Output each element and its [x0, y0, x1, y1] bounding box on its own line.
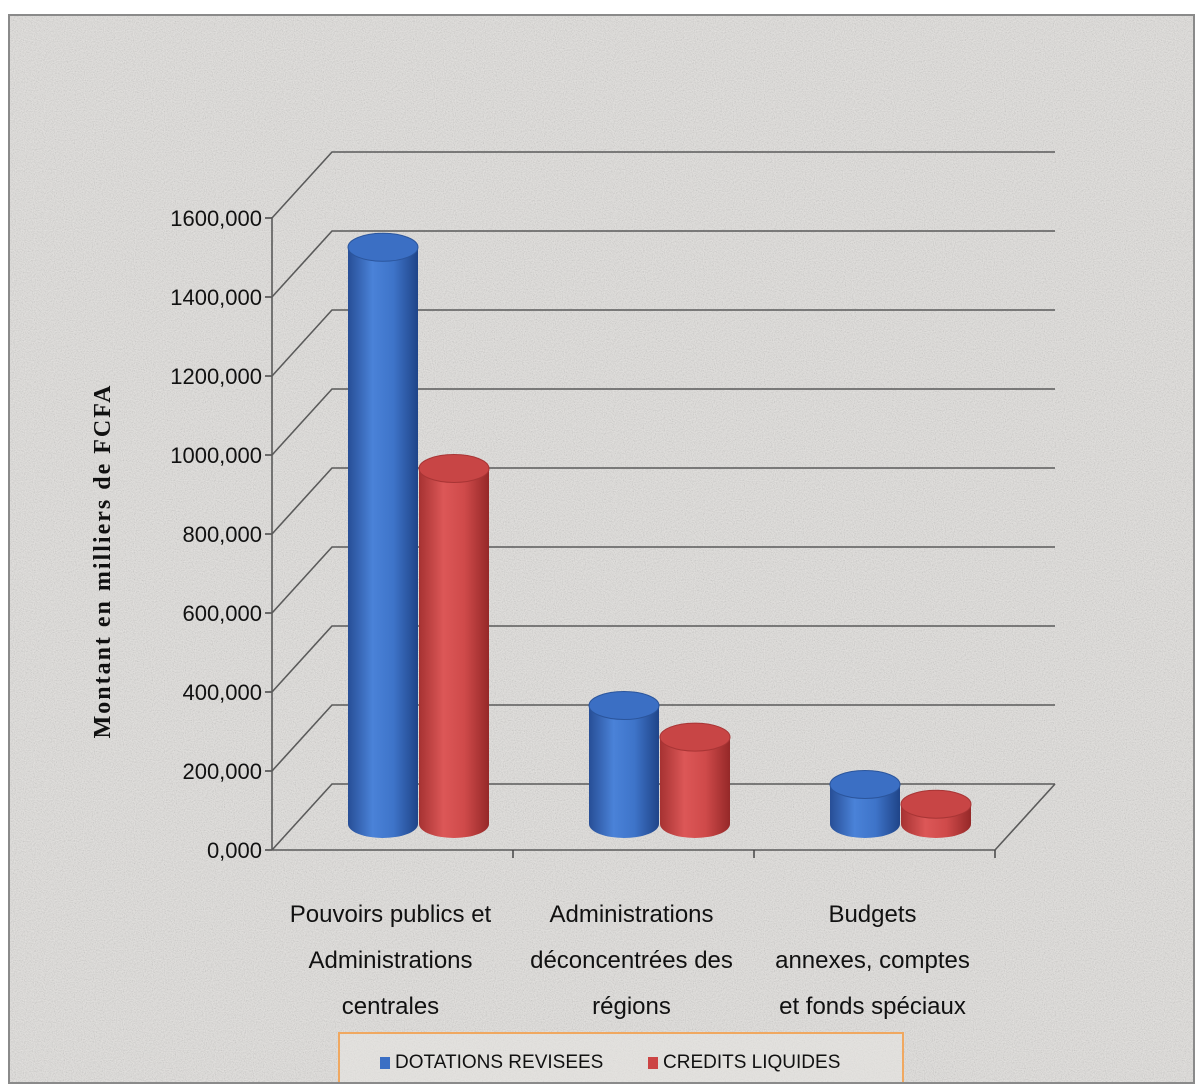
legend: DOTATIONS REVISEES CREDITS LIQUIDES [338, 1032, 904, 1082]
x-tick-labels: Pouvoirs publics et Administrations centra… [290, 901, 970, 1020]
x-tick-label: Budgets annexes, comptes et fonds spéciaux [775, 901, 970, 1020]
bars [347, 232, 972, 839]
y-tick-label: 400,000 [182, 680, 262, 705]
legend-label-dotations: DOTATIONS REVISEES [395, 1052, 604, 1073]
bar [418, 454, 490, 838]
y-tick-label: 0,000 [207, 838, 262, 863]
gridline [271, 783, 1055, 851]
gridline [271, 467, 1055, 535]
gridline [271, 546, 1055, 614]
legend-swatch-dotations [380, 1057, 390, 1069]
y-tick-label: 1600,000 [170, 206, 262, 231]
bar [588, 691, 660, 838]
y-axis-label: Montant en milliers de FCFA [90, 384, 116, 739]
legend-label-credits: CREDITS LIQUIDES [663, 1052, 841, 1073]
gridline [271, 625, 1055, 693]
x-tick-label: Administrations déconcentrées des régions [530, 901, 733, 1020]
y-tick-label: 600,000 [182, 601, 262, 626]
x-tick-label: Pouvoirs publics et Administrations centra… [290, 901, 492, 1020]
chart-area: 0,000 200,000 400,000 600,000 800,000 1000,00… [10, 16, 1193, 1082]
legend-swatch-credits [648, 1057, 658, 1069]
y-tick-label: 1200,000 [170, 364, 262, 389]
bar [347, 232, 419, 839]
gridline [271, 230, 1055, 298]
background-texture [10, 16, 1193, 1082]
bar [659, 722, 731, 838]
y-tick-label: 1000,000 [170, 443, 262, 468]
bar [829, 770, 901, 838]
gridline [271, 388, 1055, 456]
gridlines [271, 151, 1055, 851]
legend-item-credits: CREDITS LIQUIDES [648, 1052, 840, 1074]
y-tick-labels: 0,000 200,000 400,000 600,000 800,000 1000,00… [170, 206, 262, 863]
bar [900, 789, 972, 838]
gridline [271, 309, 1055, 377]
gridline [271, 704, 1055, 772]
legend-item-dotations: DOTATIONS REVISEES [380, 1052, 603, 1074]
y-tick-label: 200,000 [182, 759, 262, 784]
y-tick-label: 800,000 [182, 522, 262, 547]
y-tick-label: 1400,000 [170, 285, 262, 310]
gridline [271, 151, 1055, 219]
axes [265, 217, 1056, 858]
chart-frame: 0,000 200,000 400,000 600,000 800,000 1000,00… [8, 14, 1195, 1084]
